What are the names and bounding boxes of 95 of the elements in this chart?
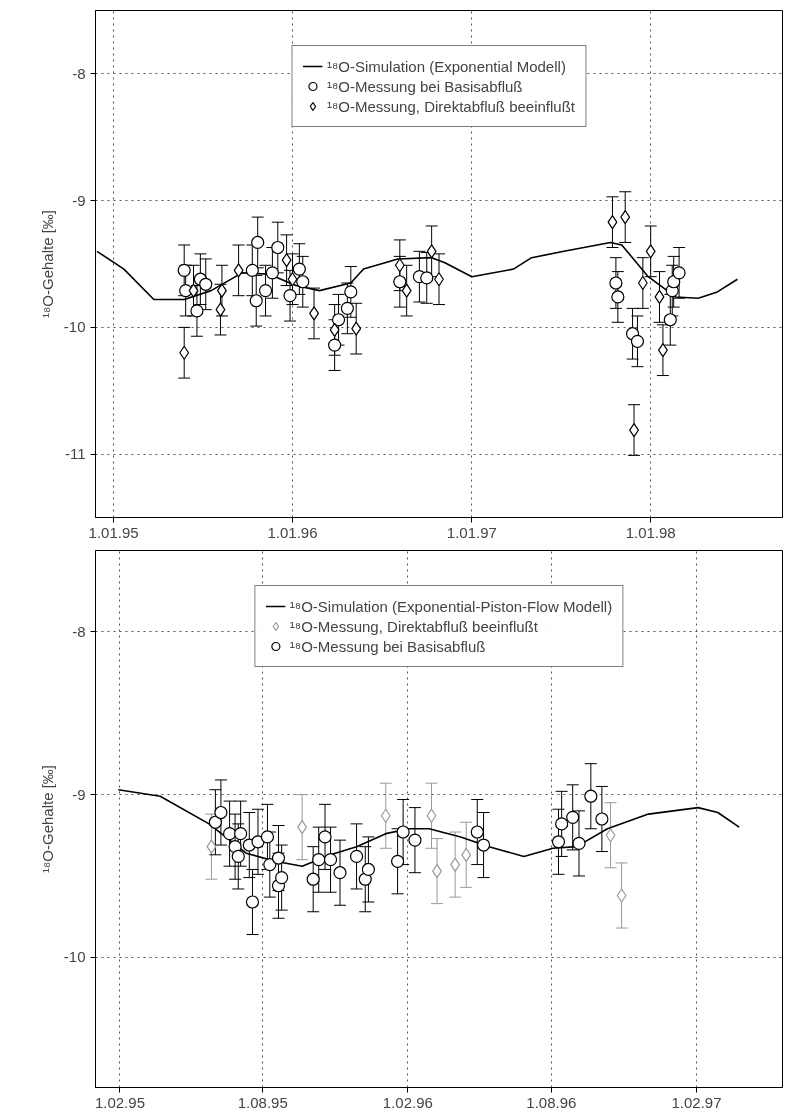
point <box>297 820 308 835</box>
point <box>393 275 407 289</box>
point <box>470 825 484 839</box>
legend-label: ¹⁸O-Messung bei Basisabfluß <box>289 637 486 655</box>
point <box>394 258 405 273</box>
legend-label: ¹⁸O-Messung, Direktabfluß beeinflußt <box>326 97 576 115</box>
point <box>258 284 273 298</box>
point <box>351 321 362 336</box>
y-tick-label: -11 <box>64 445 86 463</box>
y-axis-title: ¹⁸O-Gehalte [‰] <box>38 764 56 874</box>
point <box>380 808 391 823</box>
point <box>331 313 346 327</box>
x-tick-label: 1.02.96 <box>382 1093 433 1111</box>
point <box>361 862 376 877</box>
point <box>328 338 342 352</box>
x-tick-label: 1.01.96 <box>267 523 318 541</box>
point <box>234 827 248 841</box>
point <box>572 836 586 850</box>
point <box>605 828 616 843</box>
x-tick-label: 1.02.95 <box>94 1093 145 1111</box>
point <box>251 235 265 250</box>
y-axis-title: ¹⁸O-Gehalte [‰] <box>38 209 56 319</box>
point <box>396 825 410 839</box>
point <box>611 290 625 304</box>
y-tick-label: -10 <box>63 948 86 966</box>
legend-label: ¹⁸O-Simulation (Exponential-Piston-Flow Modell) <box>289 597 613 615</box>
x-tick-label: 1.08.95 <box>237 1093 288 1111</box>
point <box>426 244 437 259</box>
point <box>551 835 566 849</box>
point <box>292 262 306 276</box>
point <box>283 289 297 303</box>
point <box>215 302 226 317</box>
point <box>312 853 326 867</box>
point <box>607 215 618 230</box>
x-tick-label: 1.01.95 <box>88 523 139 541</box>
point <box>333 866 347 880</box>
y-tick-label: -9 <box>72 785 86 803</box>
point <box>233 263 244 278</box>
point <box>206 839 217 854</box>
point <box>620 210 631 225</box>
x-tick-label: 1.02.97 <box>671 1093 722 1111</box>
point <box>318 830 332 844</box>
point <box>461 847 472 862</box>
y-tick-label: -8 <box>72 64 86 82</box>
point <box>344 285 358 299</box>
point <box>645 244 656 259</box>
point <box>249 294 263 308</box>
x-tick-label: 1.01.98 <box>625 523 676 541</box>
point <box>275 870 289 885</box>
y-tick-label: -8 <box>72 622 86 640</box>
point <box>199 277 213 291</box>
point <box>476 838 491 852</box>
point <box>630 334 645 348</box>
point <box>245 895 260 909</box>
point <box>420 271 434 285</box>
point <box>323 853 338 867</box>
point <box>390 854 405 868</box>
point <box>214 805 228 820</box>
point <box>426 808 437 823</box>
point <box>251 835 265 849</box>
point <box>245 263 259 277</box>
point <box>296 275 310 289</box>
point <box>566 810 580 824</box>
point <box>408 833 422 847</box>
x-tick-label: 1.01.97 <box>446 523 497 541</box>
point <box>616 888 627 903</box>
point <box>208 815 222 829</box>
point <box>672 266 686 280</box>
point <box>306 872 320 886</box>
point <box>349 849 364 864</box>
point <box>663 313 677 327</box>
point <box>179 345 190 360</box>
point <box>340 301 354 315</box>
point <box>222 827 237 841</box>
point <box>401 283 412 298</box>
legend-label: ¹⁸O-Messung bei Basisabfluß <box>326 77 523 95</box>
y-tick-label: -9 <box>72 191 86 209</box>
point <box>609 276 623 290</box>
point <box>271 240 285 255</box>
point <box>216 283 227 298</box>
point <box>584 789 598 803</box>
legend-label: ¹⁸O-Simulation (Exponential Modell) <box>326 57 566 75</box>
point <box>595 812 609 826</box>
point <box>265 266 279 280</box>
point <box>287 272 298 287</box>
point <box>260 830 275 844</box>
y-tick-label: -10 <box>63 318 86 336</box>
point <box>555 817 569 831</box>
x-tick-label: 1.08.96 <box>526 1093 577 1111</box>
point <box>271 851 286 865</box>
point <box>450 857 461 872</box>
point <box>281 253 292 268</box>
point <box>667 275 681 289</box>
point <box>188 283 199 298</box>
legend-label: ¹⁸O-Messung, Direktabfluß beeinflußt <box>289 617 538 635</box>
